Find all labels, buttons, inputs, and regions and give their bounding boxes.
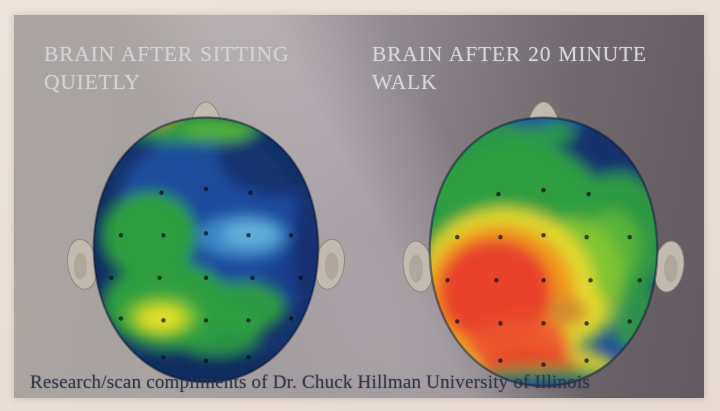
- brain-heatmap-sitting: [67, 101, 345, 384]
- head-outline: [428, 116, 659, 388]
- title-brain-after-walk: BRAIN AFTER 20 MINUTE WALK: [372, 41, 647, 96]
- title-brain-after-sitting: BRAIN AFTER SITTING QUIETLY: [44, 41, 289, 96]
- title-line: BRAIN AFTER 20 MINUTE: [372, 42, 647, 66]
- electrode-dots: [109, 186, 303, 364]
- slide-background: BRAIN AFTER SITTING QUIETLY BRAIN AFTER …: [14, 15, 704, 398]
- activity-blobs: [93, 117, 319, 383]
- title-line: WALK: [372, 69, 438, 94]
- left-ear-icon: [67, 238, 98, 290]
- title-line: QUIETLY: [44, 69, 141, 94]
- brain-heatmap-walk: [402, 101, 685, 388]
- right-ear-icon: [314, 238, 345, 290]
- brain-scan-walk: [388, 100, 699, 392]
- electrode-dots: [445, 187, 642, 367]
- activity-blobs: [429, 117, 658, 387]
- brain-scan-sitting: [60, 100, 352, 388]
- title-line: BRAIN AFTER SITTING: [44, 42, 290, 66]
- head-outline: [92, 116, 320, 384]
- left-ear-icon: [402, 240, 434, 293]
- credit-line: Research/scan compliments of Dr. Chuck H…: [30, 372, 590, 393]
